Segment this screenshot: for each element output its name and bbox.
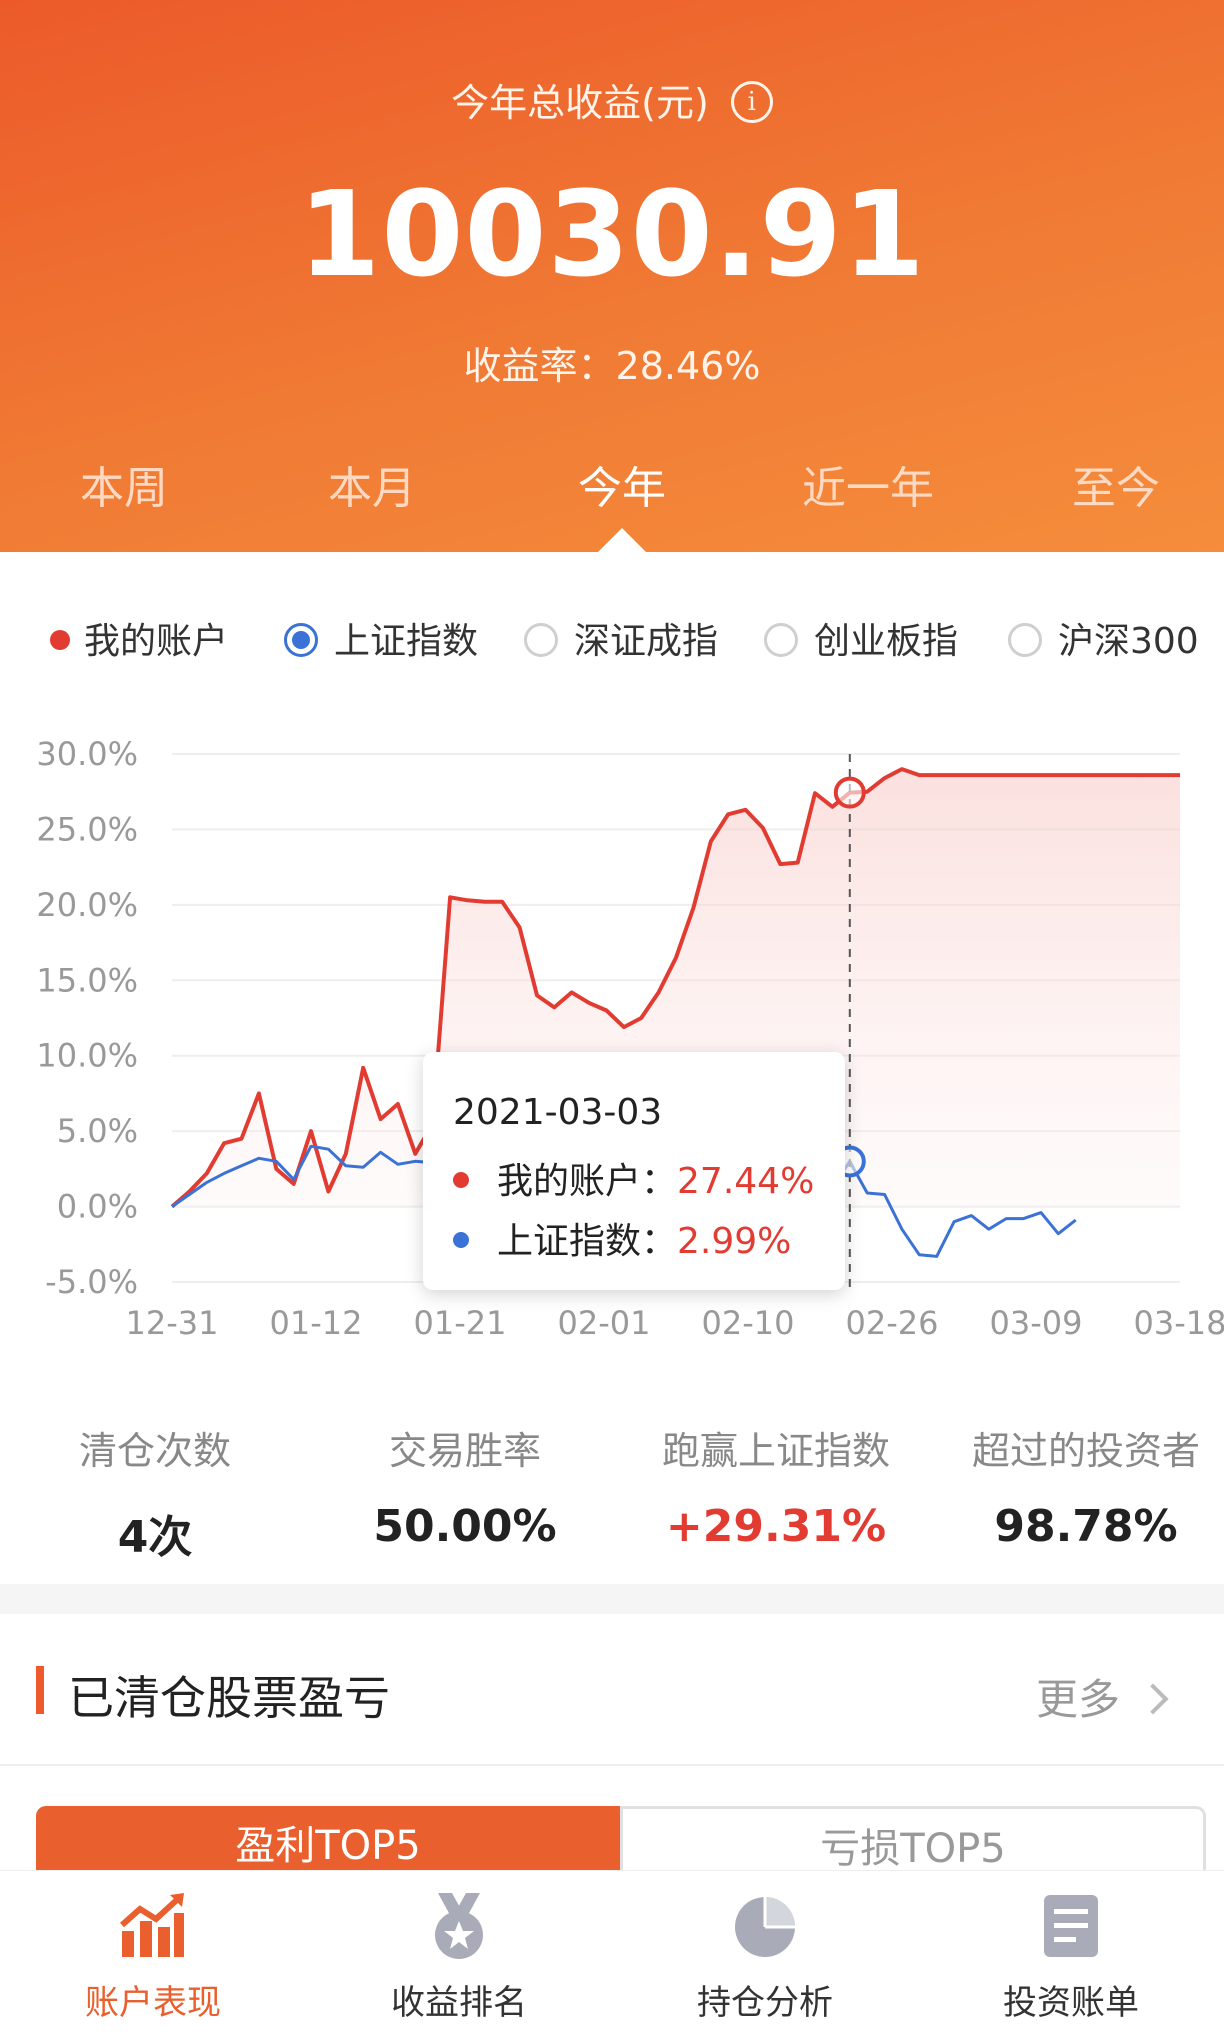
medal-icon	[435, 1893, 483, 1959]
tab-this-year[interactable]: 今年	[578, 463, 666, 514]
x-tick-label: 02-01	[558, 1304, 651, 1340]
stat-beat-index: 跑赢上证指数 +29.31%	[631, 1420, 921, 1552]
nav-investment-bill[interactable]: 投资账单	[918, 1871, 1224, 2036]
chart-legend: 我的账户 上证指数 深证成指 创业板指 沪深300	[0, 612, 1224, 664]
radio-unselected-icon[interactable]	[1008, 623, 1042, 657]
summary-header: 今年总收益(元) i 10030.91 收益率：28.46% 本周 本月 今年 近…	[0, 0, 1224, 552]
chart-tooltip: 2021-03-03 我的账户：27.44% 上证指数：2.99%	[423, 1052, 845, 1290]
nav-holding-analysis[interactable]: 持仓分析	[612, 1871, 918, 2036]
stat-value: 98.78%	[994, 1501, 1178, 1552]
tab-this-month[interactable]: 本月	[328, 463, 416, 514]
legend-chinext[interactable]: 创业板指	[764, 612, 958, 664]
legend-szse-component[interactable]: 深证成指	[524, 612, 718, 664]
y-tick-label: -5.0%	[45, 1263, 138, 1301]
total-title: 今年总收益(元)	[451, 81, 709, 125]
series-line-my-account	[170, 767, 1180, 1209]
stat-label: 清仓次数	[78, 1429, 231, 1473]
pie-chart-icon	[735, 1897, 795, 1957]
x-tick-label: 02-10	[702, 1304, 795, 1340]
x-tick-label: 01-21	[414, 1304, 507, 1340]
x-tick-label: 03-09	[990, 1304, 1083, 1340]
y-tick-label: 10.0%	[36, 1037, 138, 1075]
radio-unselected-icon[interactable]	[764, 623, 798, 657]
section-divider	[0, 1584, 1224, 1614]
tooltip-row-account: 我的账户：27.44%	[453, 1152, 814, 1204]
y-tick-label: 0.0%	[57, 1188, 138, 1226]
tooltip-label: 我的账户：	[497, 1161, 678, 1202]
chevron-right-icon	[1137, 1683, 1169, 1715]
legend-label: 创业板指	[814, 621, 959, 662]
tooltip-value: 27.44%	[677, 1161, 815, 1202]
account-area-fill	[172, 769, 1180, 1207]
section-accent-bar	[36, 1666, 44, 1714]
nav-account-performance[interactable]: 账户表现	[0, 1871, 306, 2036]
stat-label: 超过的投资者	[971, 1429, 1200, 1473]
tooltip-value: 2.99%	[677, 1221, 792, 1262]
bottom-nav: 账户表现 收益排名 持仓分析 投资账单	[0, 1870, 1224, 2036]
x-tick-label: 01-12	[270, 1304, 363, 1340]
stats-row: 清仓次数 4次 交易胜率 50.00% 跑赢上证指数 +29.31% 超过的投资…	[0, 1420, 1224, 1563]
red-dot-icon	[50, 630, 70, 650]
tab-loss-top5[interactable]: 亏损TOP5	[620, 1806, 1206, 1876]
stat-win-rate: 交易胜率 50.00%	[320, 1420, 610, 1552]
total-title-row: 今年总收益(元) i	[0, 72, 1224, 127]
nav-label: 持仓分析	[697, 1983, 833, 2023]
blue-dot-icon	[453, 1232, 469, 1248]
tab-last-year[interactable]: 近一年	[802, 463, 934, 514]
y-tick-label: 5.0%	[57, 1112, 138, 1150]
legend-sse-index[interactable]: 上证指数	[284, 612, 478, 664]
nav-label: 账户表现	[85, 1983, 221, 2023]
legend-label: 上证指数	[334, 621, 479, 662]
legend-csi300[interactable]: 沪深300	[1008, 612, 1199, 664]
tooltip-label: 上证指数：	[497, 1221, 678, 1262]
trend-chart-icon	[120, 1893, 184, 1957]
period-tabs: 本周 本月 今年 近一年 至今	[0, 452, 1224, 514]
legend-label: 深证成指	[574, 621, 719, 662]
highlight-point-account	[833, 776, 866, 809]
stat-value: 4次	[117, 1512, 193, 1563]
nav-label: 收益排名	[391, 1983, 527, 2023]
separator-line	[0, 1764, 1224, 1766]
legend-my-account[interactable]: 我的账户	[50, 612, 228, 664]
total-profit-value: 10030.91	[298, 165, 926, 303]
legend-label: 沪深300	[1058, 621, 1199, 662]
active-tab-indicator	[598, 528, 646, 552]
more-label: 更多	[1035, 1675, 1120, 1724]
stat-label: 交易胜率	[388, 1429, 541, 1473]
y-tick-label: 25.0%	[36, 810, 138, 848]
stat-label: 跑赢上证指数	[661, 1429, 890, 1473]
stat-value: +29.31%	[665, 1501, 887, 1552]
radio-selected-icon[interactable]	[284, 623, 318, 657]
document-list-icon	[1044, 1895, 1098, 1957]
red-dot-icon	[453, 1172, 469, 1188]
stat-clearance-count: 清仓次数 4次	[10, 1420, 300, 1565]
x-tick-label: 03-18	[1134, 1304, 1224, 1340]
legend-label: 我的账户	[84, 621, 229, 662]
x-tick-label: 02-26	[846, 1304, 939, 1340]
nav-label: 投资账单	[1003, 1983, 1139, 2023]
return-line-chart[interactable]: 30.0% 25.0% 20.0% 15.0% 10.0% 5.0% 0.0% -5.0%12…	[0, 720, 1224, 1340]
tab-this-week[interactable]: 本周	[80, 463, 168, 514]
y-tick-label: 20.0%	[36, 886, 138, 924]
info-icon[interactable]: i	[730, 80, 773, 123]
nav-profit-ranking[interactable]: 收益排名	[306, 1871, 612, 2036]
stat-value: 50.00%	[373, 1501, 557, 1552]
radio-unselected-icon[interactable]	[524, 623, 558, 657]
stat-beat-investors: 超过的投资者 98.78%	[941, 1420, 1224, 1552]
y-tick-label: 30.0%	[36, 735, 138, 773]
tooltip-date: 2021-03-03	[453, 1092, 663, 1133]
more-link[interactable]: 更多	[1035, 1666, 1169, 1727]
profit-rate: 收益率：28.46%	[463, 344, 761, 388]
section-title: 已清仓股票盈亏	[68, 1671, 390, 1725]
tab-profit-top5[interactable]: 盈利TOP5	[36, 1806, 620, 1876]
tooltip-row-index: 上证指数：2.99%	[453, 1212, 791, 1264]
x-tick-label: 12-31	[126, 1304, 219, 1340]
tab-to-date[interactable]: 至今	[1072, 463, 1160, 514]
y-tick-label: 15.0%	[36, 961, 138, 999]
